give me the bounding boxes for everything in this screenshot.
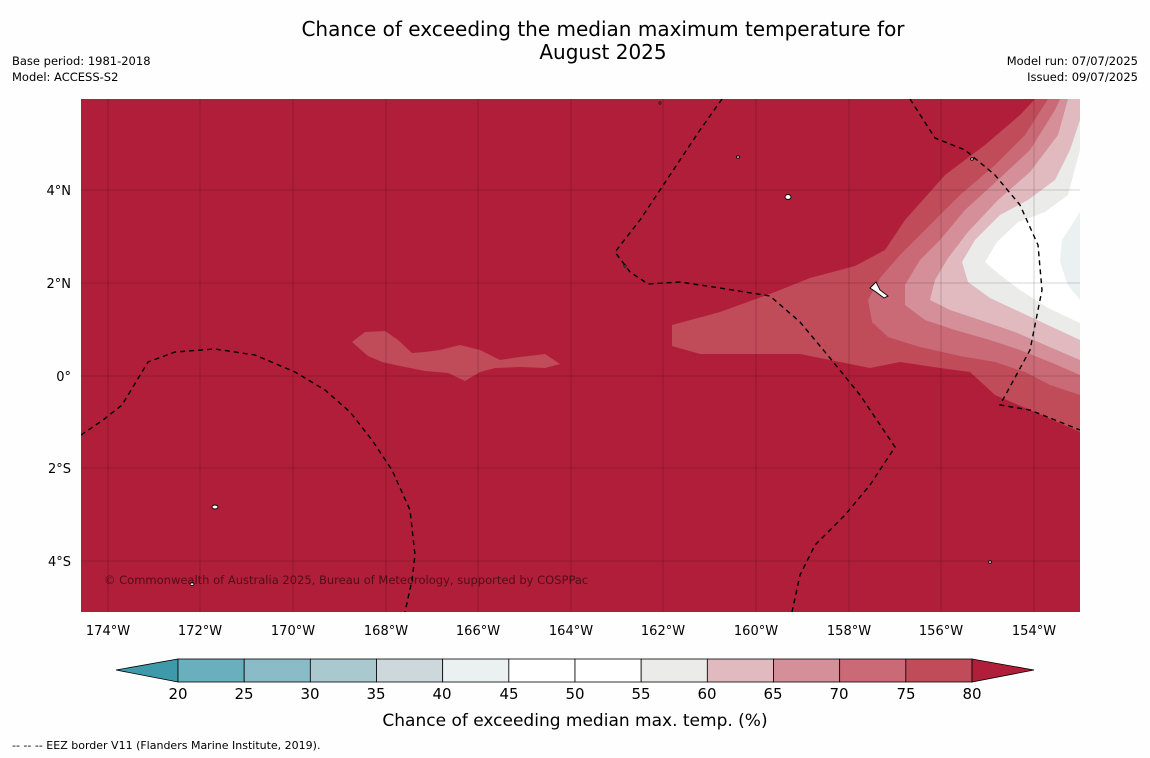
lon-label: 156°W xyxy=(919,624,963,639)
lon-label: 174°W xyxy=(86,624,130,639)
lon-label: 154°W xyxy=(1012,624,1056,639)
contour-45-55 xyxy=(985,150,1080,323)
cb-tick: 60 xyxy=(697,685,716,703)
lon-label: 168°W xyxy=(364,624,408,639)
cb-tick: 50 xyxy=(565,685,584,703)
colorbar-box xyxy=(309,658,377,683)
lat-label: 4°N xyxy=(47,184,72,199)
title-line-1: Chance of exceeding the median maximum t… xyxy=(301,17,905,41)
colorbar-box xyxy=(574,658,642,683)
contour-75-80-islet xyxy=(352,331,560,381)
lat-label: 2°N xyxy=(47,277,72,292)
lon-label: 172°W xyxy=(178,624,222,639)
graticule xyxy=(81,99,1080,612)
colorbar-boxes xyxy=(177,658,973,683)
issued-text: Issued: 09/07/2025 xyxy=(1027,70,1138,84)
map-title: Chance of exceeding the median maximum t… xyxy=(200,18,1006,64)
colorbar-box xyxy=(706,658,774,683)
eez-legend-note: -- -- -- EEZ border V11 (Flanders Marine… xyxy=(12,739,321,752)
lat-label: 2°S xyxy=(48,462,71,477)
lon-label: 170°W xyxy=(271,624,315,639)
colorbar-tick-labels: 20 25 30 35 40 45 50 55 60 65 70 75 80 xyxy=(168,685,981,703)
meta-right: Model run: 07/07/2025 Issued: 09/07/2025 xyxy=(1007,53,1138,85)
cb-tick: 30 xyxy=(300,685,319,703)
map-figure: © Commonwealth of Australia 2025, Bureau… xyxy=(47,99,1080,731)
lon-label: 166°W xyxy=(456,624,500,639)
cb-tick: 80 xyxy=(962,685,981,703)
colorbar-box xyxy=(905,658,973,683)
cb-tick: 70 xyxy=(829,685,848,703)
colorbar-box xyxy=(376,658,444,683)
colorbar-box xyxy=(508,658,576,683)
colorbar: 20 25 30 35 40 45 50 55 60 65 70 75 80 C… xyxy=(115,658,1035,731)
lon-label: 164°W xyxy=(549,624,593,639)
cb-tick: 20 xyxy=(168,685,187,703)
cb-tick: 25 xyxy=(234,685,253,703)
colorbar-over-arrow xyxy=(971,658,1035,683)
lon-label: 162°W xyxy=(641,624,685,639)
meta-left: Base period: 1981-2018 Model: ACCESS-S2 xyxy=(12,53,151,85)
colorbar-under-arrow xyxy=(115,658,179,683)
lon-label: 160°W xyxy=(734,624,778,639)
colorbar-box xyxy=(442,658,510,683)
cb-tick: 75 xyxy=(896,685,915,703)
cb-tick: 35 xyxy=(366,685,385,703)
lat-label: 4°S xyxy=(48,555,71,570)
longitude-labels: 174°W 172°W 170°W 168°W 166°W 164°W 162°… xyxy=(86,624,1056,639)
model-text: Model: ACCESS-S2 xyxy=(12,70,119,84)
islands xyxy=(189,101,992,586)
lat-label: 0° xyxy=(56,370,71,385)
colorbar-box xyxy=(773,658,841,683)
model-run-text: Model run: 07/07/2025 xyxy=(1006,54,1138,68)
latitude-labels: 4°N 2°N 0° 2°S 4°S xyxy=(47,184,72,570)
base-period-text: Base period: 1981-2018 xyxy=(12,54,151,68)
colorbar-box xyxy=(177,658,245,683)
title-line-2: August 2025 xyxy=(539,40,667,64)
cb-tick: 65 xyxy=(763,685,782,703)
cb-tick: 45 xyxy=(499,685,518,703)
lon-label: 158°W xyxy=(827,624,871,639)
colorbar-label: Chance of exceeding median max. temp. (%… xyxy=(382,711,767,731)
copyright-watermark: © Commonwealth of Australia 2025, Bureau… xyxy=(104,573,588,587)
eez-borders xyxy=(81,99,1080,612)
cb-tick: 40 xyxy=(432,685,451,703)
cb-tick: 55 xyxy=(631,685,650,703)
colorbar-box xyxy=(839,658,907,683)
contour-40-45 xyxy=(1060,212,1080,300)
map-area: © Commonwealth of Australia 2025, Bureau… xyxy=(81,99,1080,612)
colorbar-box xyxy=(640,658,708,683)
colorbar-box xyxy=(243,658,311,683)
